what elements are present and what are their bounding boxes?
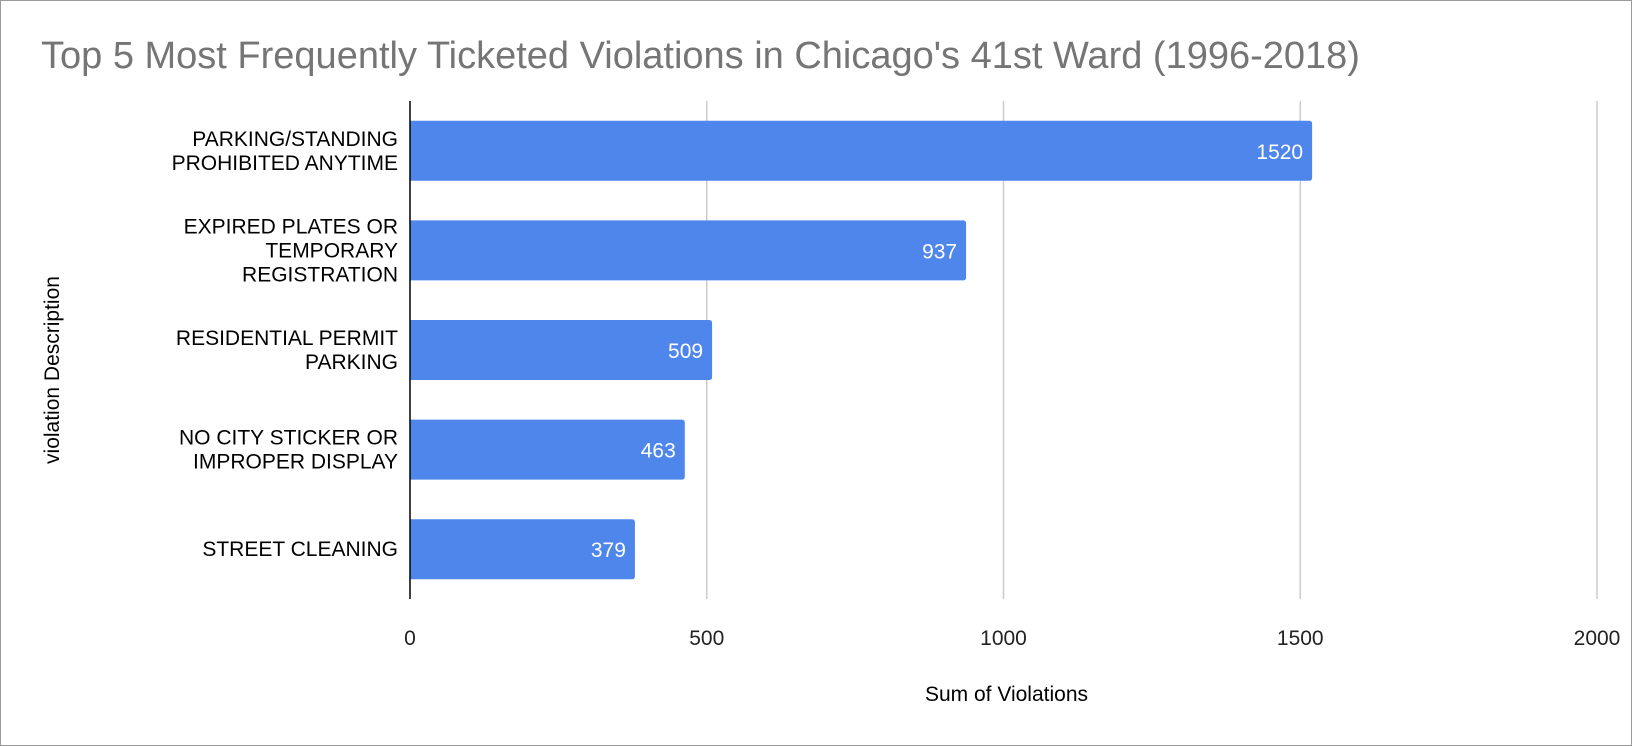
x-tick-label-0: 0 [404, 627, 416, 650]
x-tick-label-500: 500 [689, 627, 724, 650]
bar-2 [410, 320, 712, 380]
y-axis-title: violation Description [41, 276, 64, 464]
data-label-3: 463 [641, 440, 676, 463]
data-label-0: 1520 [1256, 141, 1303, 164]
x-tick-label-1000: 1000 [980, 627, 1027, 650]
category-label-4: STREET CLEANING [202, 538, 398, 561]
data-label-2: 509 [668, 340, 703, 363]
category-label-2: RESIDENTIAL PERMIT PARKING [176, 327, 398, 374]
x-tick-label-2000: 2000 [1574, 627, 1621, 650]
x-tick-label-1500: 1500 [1277, 627, 1324, 650]
bar-0 [410, 121, 1312, 181]
category-label-3: NO CITY STICKER OR IMPROPER DISPLAY [179, 427, 398, 474]
data-label-4: 379 [591, 539, 626, 562]
category-label-1: EXPIRED PLATES OR TEMPORARY REGISTRATION [184, 215, 398, 286]
bar-1 [410, 220, 966, 280]
data-label-1: 937 [922, 240, 957, 263]
category-label-0: PARKING/STANDING PROHIBITED ANYTIME [172, 128, 398, 175]
x-axis-title: Sum of Violations [925, 683, 1088, 706]
